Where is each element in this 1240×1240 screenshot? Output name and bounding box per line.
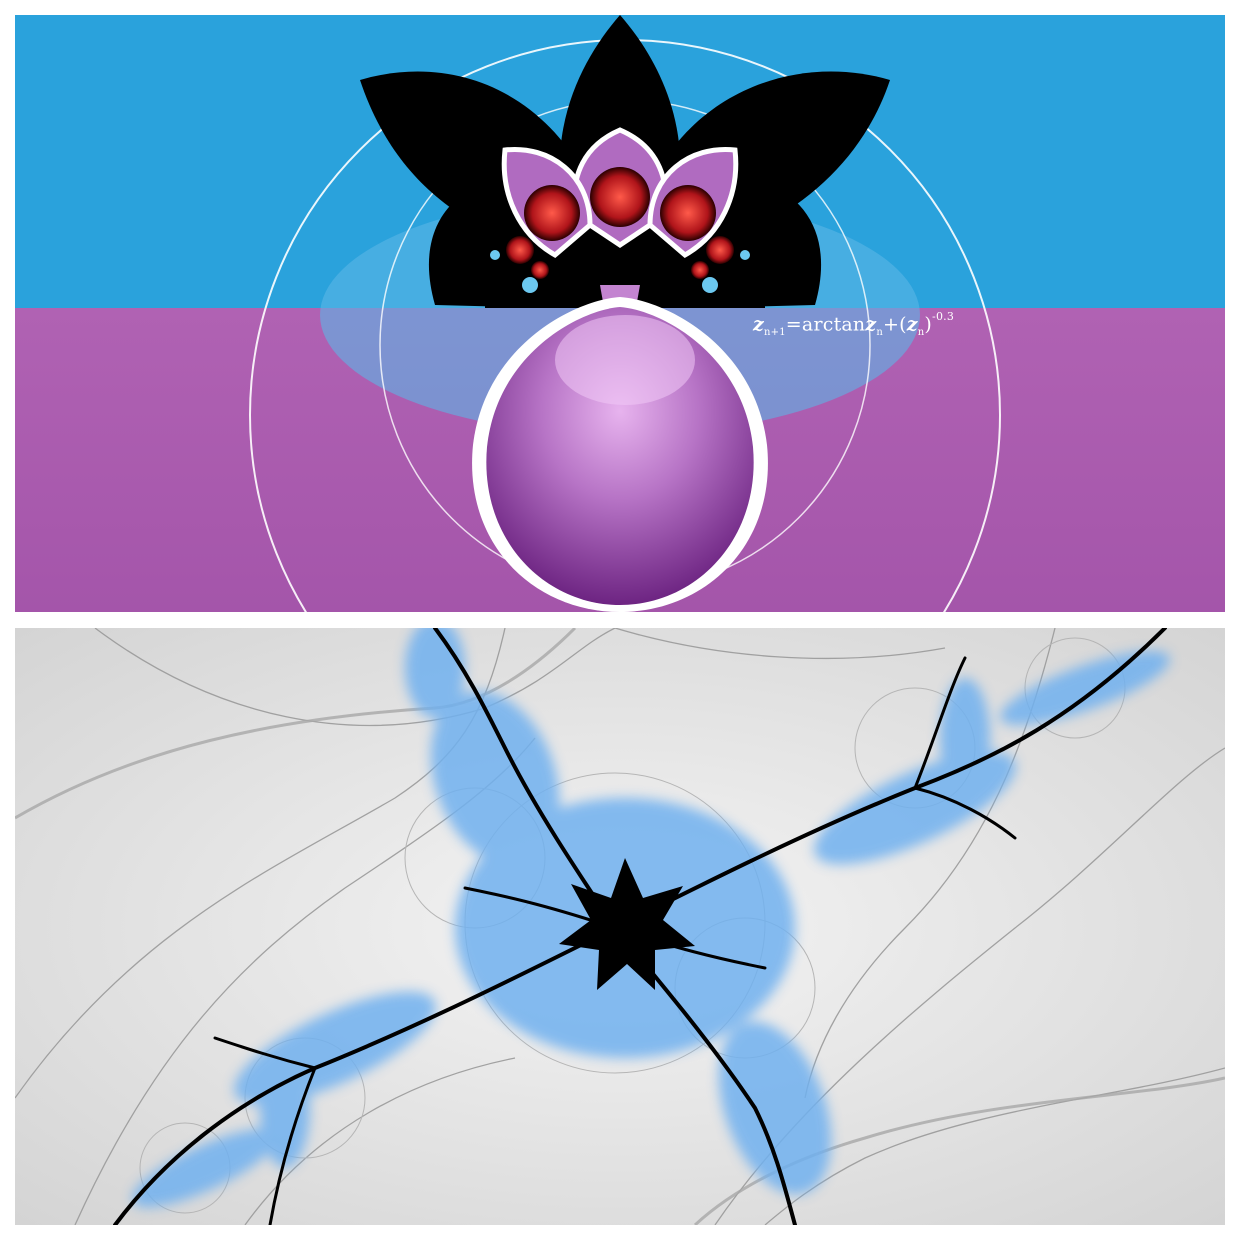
bulb-highlight	[555, 315, 695, 405]
flower-fractal-image	[15, 15, 1225, 612]
central-star	[559, 858, 695, 990]
iteration-formula: zn+1=arctanzn+(zn)-0.3	[753, 310, 955, 339]
dendrite-fractal-image	[15, 628, 1225, 1225]
blue-accents	[490, 250, 750, 293]
black-dendrite	[113, 628, 1167, 1225]
bulb-body	[486, 307, 754, 605]
thick-contour-curves	[15, 628, 1225, 1225]
red-buds	[506, 167, 734, 279]
bottom-fractal-panel	[15, 628, 1225, 1225]
top-fractal-panel: zn+1=arctanzn+(zn)-0.3	[15, 15, 1225, 612]
